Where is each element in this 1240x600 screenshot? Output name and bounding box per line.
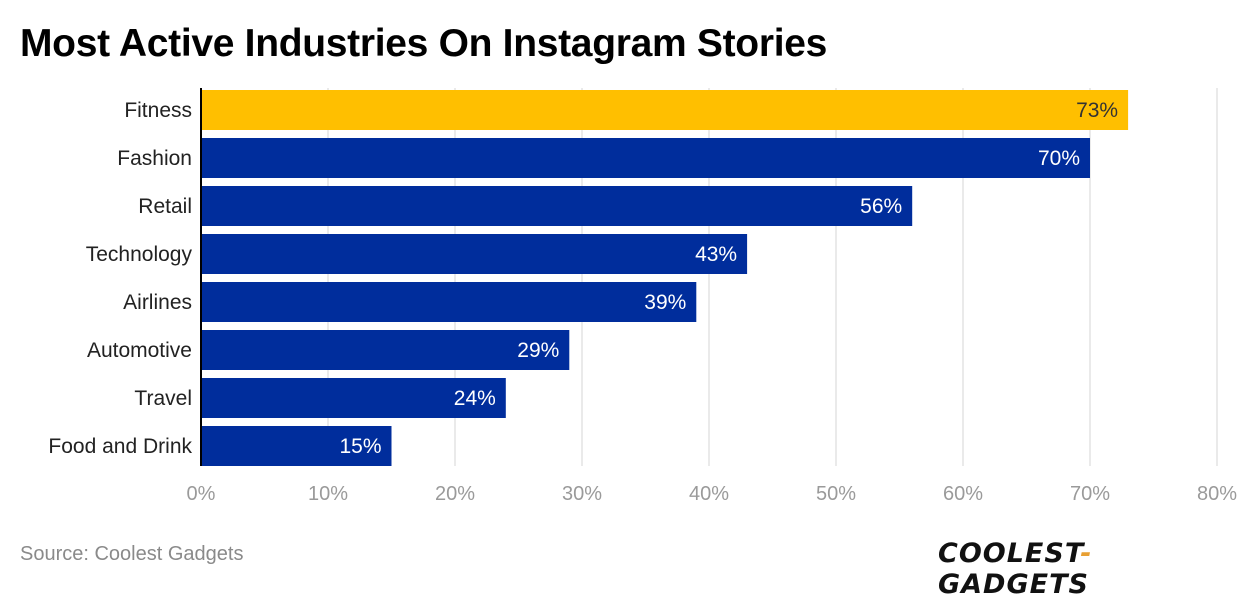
x-tick-label: 60% bbox=[943, 483, 983, 505]
category-label: Airlines bbox=[123, 291, 192, 314]
x-tick-label: 10% bbox=[308, 483, 348, 505]
category-label: Food and Drink bbox=[48, 435, 192, 458]
bar-technology bbox=[201, 234, 748, 274]
bar-retail bbox=[201, 186, 913, 226]
x-tick-label: 50% bbox=[816, 483, 856, 505]
category-label: Fashion bbox=[117, 147, 192, 170]
value-label: 56% bbox=[860, 195, 902, 218]
value-label: 29% bbox=[517, 339, 559, 362]
source-text: Source: Coolest Gadgets bbox=[20, 543, 244, 565]
bar-airlines bbox=[201, 282, 697, 322]
chart-title: Most Active Industries On Instagram Stor… bbox=[20, 22, 828, 65]
category-label: Fitness bbox=[124, 99, 192, 122]
bar-fashion bbox=[201, 138, 1090, 178]
value-label: 43% bbox=[695, 243, 737, 266]
x-tick-label: 20% bbox=[435, 483, 475, 505]
x-tick-label: 80% bbox=[1197, 483, 1237, 505]
category-label: Travel bbox=[134, 387, 192, 410]
category-label: Automotive bbox=[87, 339, 192, 362]
value-label: 73% bbox=[1076, 99, 1118, 122]
coolest-gadgets-logo: COOLEST-GADGETS bbox=[938, 538, 1093, 600]
value-label: 39% bbox=[644, 291, 686, 314]
value-label: 15% bbox=[339, 435, 381, 458]
value-label: 24% bbox=[454, 387, 496, 410]
x-tick-label: 0% bbox=[187, 483, 216, 505]
category-label: Retail bbox=[138, 195, 192, 218]
bar-travel bbox=[201, 378, 506, 418]
x-tick-label: 70% bbox=[1070, 483, 1110, 505]
bar-fitness bbox=[201, 90, 1129, 130]
category-label: Technology bbox=[86, 243, 193, 266]
bar-food-and-drink bbox=[201, 426, 392, 466]
x-tick-label: 30% bbox=[562, 483, 602, 505]
value-label: 70% bbox=[1038, 147, 1080, 170]
x-tick-label: 40% bbox=[689, 483, 729, 505]
bar-automotive bbox=[201, 330, 570, 370]
